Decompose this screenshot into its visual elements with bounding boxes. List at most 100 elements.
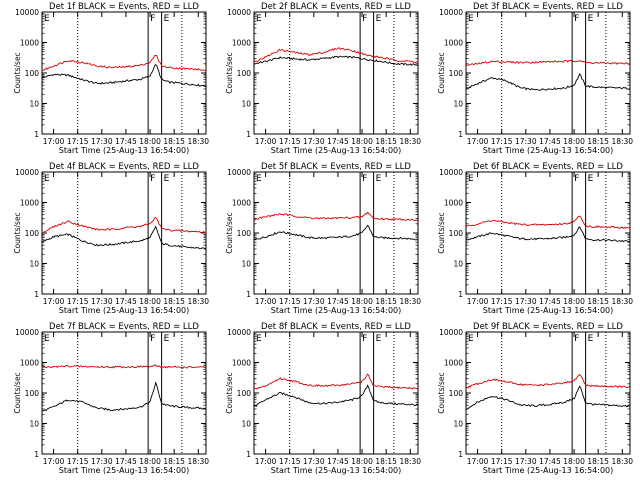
y-axis-label: Counts/sec: [437, 212, 446, 253]
marker-label-E: E: [44, 334, 50, 344]
panel-title: Det 9f BLACK = Events, RED = LLD: [473, 322, 623, 332]
marker-label-F: F: [574, 174, 579, 184]
x-axis-label: Start Time (25-Aug-13 16:54:00): [59, 146, 190, 155]
y-tick-label: 1000: [232, 39, 251, 48]
marker-label-F: F: [150, 334, 155, 344]
series-events-line: [465, 72, 631, 91]
x-tick-label: 18:00: [139, 297, 161, 306]
x-tick-label: 17:30: [303, 297, 325, 306]
x-tick-label: 17:45: [115, 297, 137, 306]
y-tick-label: 100: [237, 389, 252, 398]
y-tick-label: 10: [241, 100, 251, 109]
panel-det-8: Det 8f BLACK = Events, RED = LLD 1 10 100 10…: [225, 322, 421, 475]
marker-label-E: E: [164, 174, 170, 184]
x-tick-label: 18:00: [351, 137, 373, 146]
panel-title: Det 5f BLACK = Events, RED = LLD: [261, 162, 411, 172]
marker-label-E: E: [468, 14, 474, 24]
y-tick-label: 100: [25, 229, 40, 238]
x-axis-label: Start Time (25-Aug-13 16:54:00): [483, 306, 614, 315]
y-tick-label: 10000: [227, 8, 251, 17]
panel-title: Det 7f BLACK = Events, RED = LLD: [49, 322, 199, 332]
y-tick-label: 10: [453, 100, 463, 109]
y-tick-label: 10: [29, 100, 39, 109]
y-tick-label: 10000: [15, 168, 39, 177]
x-tick-label: 17:30: [91, 137, 113, 146]
x-tick-label: 18:00: [139, 457, 161, 466]
x-tick-label: 17:00: [467, 297, 489, 306]
y-tick-label: 10000: [15, 8, 39, 17]
y-tick-label: 1000: [444, 199, 463, 208]
y-axis-label: Counts/sec: [13, 372, 22, 413]
y-tick-label: 100: [449, 69, 464, 78]
marker-label-F: F: [362, 174, 367, 184]
series-events-line: [254, 224, 419, 241]
series-events-line: [41, 225, 207, 250]
panel-det-4: Det 4f BLACK = Events, RED = LLD 1 10 100 10…: [13, 162, 209, 315]
marker-label-F: F: [150, 174, 155, 184]
x-tick-label: 17:00: [43, 297, 65, 306]
x-axis-label: Start Time (25-Aug-13 16:54:00): [59, 306, 190, 315]
x-tick-label: 17:45: [327, 457, 349, 466]
x-tick-label: 18:00: [563, 297, 585, 306]
y-tick-label: 100: [449, 229, 464, 238]
y-tick-label: 10: [453, 260, 463, 269]
y-axis-label: Counts/sec: [13, 212, 22, 253]
y-tick-label: 10000: [227, 168, 251, 177]
x-tick-label: 17:00: [467, 137, 489, 146]
x-tick-label: 17:15: [279, 457, 301, 466]
x-tick-label: 17:15: [279, 297, 301, 306]
series-lld-line: [41, 216, 207, 235]
y-tick-label: 100: [25, 69, 40, 78]
y-axis-label: Counts/sec: [225, 52, 234, 93]
x-tick-label: 17:45: [115, 457, 137, 466]
series-lld-line: [253, 211, 419, 221]
x-tick-label: 18:15: [375, 137, 397, 146]
x-tick-label: 18:00: [563, 137, 585, 146]
x-tick-label: 17:45: [539, 457, 561, 466]
x-tick-label: 18:15: [587, 297, 609, 306]
series-events-line: [465, 385, 630, 410]
marker-label-E: E: [588, 14, 594, 24]
y-tick-label: 1000: [20, 39, 39, 48]
y-axis-label: Counts/sec: [437, 372, 446, 413]
y-tick-label: 1: [458, 450, 463, 459]
series-lld-line: [465, 59, 631, 66]
x-tick-label: 17:30: [303, 457, 325, 466]
y-tick-label: 10000: [439, 328, 463, 337]
x-tick-label: 18:30: [399, 457, 421, 466]
marker-label-E: E: [376, 174, 382, 184]
x-tick-label: 18:30: [399, 297, 421, 306]
y-tick-label: 10000: [15, 328, 39, 337]
marker-label-E: E: [376, 14, 382, 24]
panel-title: Det 1f BLACK = Events, RED = LLD: [49, 2, 199, 12]
y-tick-label: 1000: [20, 359, 39, 368]
y-tick-label: 1000: [444, 359, 463, 368]
y-tick-label: 10000: [227, 328, 251, 337]
y-tick-label: 1: [246, 130, 251, 139]
panel-title: Det 6f BLACK = Events, RED = LLD: [473, 162, 623, 172]
panel-det-1: Det 1f BLACK = Events, RED = LLD 1 10 100 10…: [13, 2, 209, 155]
x-tick-label: 17:00: [255, 297, 277, 306]
series-events-line: [41, 63, 207, 88]
y-tick-label: 1000: [444, 39, 463, 48]
y-tick-label: 1: [458, 290, 463, 299]
x-tick-label: 18:30: [187, 137, 209, 146]
y-tick-label: 10: [29, 420, 39, 429]
x-tick-label: 18:15: [587, 457, 609, 466]
panel-title: Det 2f BLACK = Events, RED = LLD: [261, 2, 411, 12]
x-tick-label: 17:15: [491, 137, 513, 146]
series-lld-line: [41, 364, 207, 369]
marker-label-E: E: [468, 174, 474, 184]
y-tick-label: 100: [449, 389, 464, 398]
x-tick-label: 17:45: [539, 137, 561, 146]
marker-label-E: E: [376, 334, 382, 344]
series-lld-line: [253, 373, 419, 390]
x-tick-label: 17:15: [67, 457, 89, 466]
y-tick-label: 1: [34, 290, 39, 299]
x-tick-label: 18:30: [611, 457, 633, 466]
marker-label-F: F: [574, 334, 579, 344]
series-lld-line: [465, 215, 631, 230]
x-tick-label: 17:00: [467, 457, 489, 466]
marker-label-E: E: [468, 334, 474, 344]
y-tick-label: 100: [237, 229, 252, 238]
